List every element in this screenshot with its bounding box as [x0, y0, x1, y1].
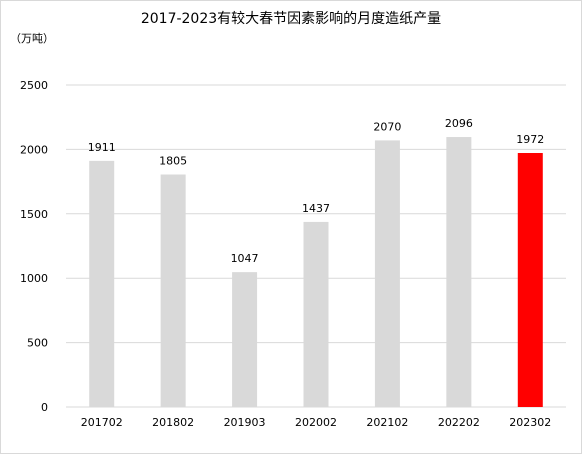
data-label: 2096	[445, 117, 473, 130]
bar	[160, 174, 186, 407]
x-tick-label: 202202	[438, 416, 480, 429]
bar	[517, 153, 543, 407]
bar	[303, 221, 329, 407]
y-tick-label: 2000	[20, 143, 48, 156]
x-tick-label: 201702	[81, 416, 123, 429]
x-tick-label: 202002	[295, 416, 337, 429]
bar	[89, 160, 115, 407]
y-tick-label: 2500	[20, 79, 48, 92]
data-label: 1437	[302, 202, 330, 215]
data-label: 1047	[231, 252, 259, 265]
data-label: 1911	[88, 141, 116, 154]
y-tick-label: 1000	[20, 272, 48, 285]
x-tick-label: 202302	[509, 416, 551, 429]
y-axis-unit-label: （万吨）	[10, 32, 54, 45]
x-tick-label: 202102	[366, 416, 408, 429]
y-tick-label: 500	[27, 337, 48, 350]
bar	[374, 140, 400, 407]
bar	[232, 272, 258, 407]
y-tick-label: 1500	[20, 208, 48, 221]
chart-title: 2017-2023有较大春节因素影响的月度造纸产量	[140, 11, 442, 27]
data-label: 2070	[373, 120, 401, 133]
bar	[446, 137, 472, 407]
y-tick-label: 0	[41, 401, 48, 414]
data-label: 1805	[159, 155, 187, 168]
data-label: 1972	[516, 133, 544, 146]
x-tick-label: 201802	[152, 416, 194, 429]
x-tick-label: 201903	[224, 416, 266, 429]
